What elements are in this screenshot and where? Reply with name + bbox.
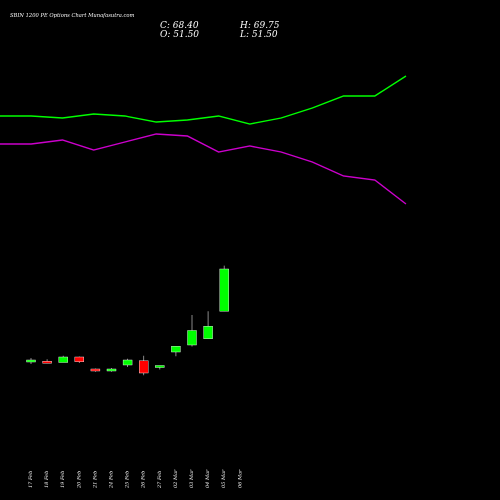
x-tick-label: 26 Feb [141,471,147,489]
close-readout: C: 68.40 [160,21,199,31]
candle-body [74,356,85,362]
chart-title: SBIN 1200 PE Options Chart Munafasutra.c… [10,13,135,19]
candle-body [122,359,133,366]
indicator-lines [0,75,407,205]
x-tick-label: 24 Feb [109,471,115,489]
x-tick-label: 25 Feb [125,471,131,489]
x-tick-label: 02 Mar [173,469,179,488]
low-readout: L: 51.50 [239,30,278,40]
x-tick-label: 03 Mar [189,469,195,488]
x-tick-label: 04 Mar [205,469,211,488]
x-tick-label: 20 Feb [76,471,82,489]
candle-body [171,346,181,353]
high-readout: H: 69.75 [239,21,280,31]
x-tick-label: 27 Feb [157,471,163,489]
candle-body [203,326,213,339]
indicator-line-lower [0,133,407,205]
x-tick-label: 17 Feb [28,471,34,488]
candle-body [138,360,149,374]
x-tick-label: 05 Mar [221,469,227,488]
x-tick-label: 19 Feb [60,471,66,488]
candles [26,265,229,376]
candle-body [219,268,229,312]
x-tick-label: 18 Feb [44,471,50,488]
x-axis-ticks: 17 Feb 18 Feb 19 Feb 20 Feb 21 Feb 24 Feb 25 F… [28,469,243,489]
candle-body [58,356,68,363]
candle-body [155,365,165,368]
indicator-line-upper [0,75,407,125]
x-tick-label: 06 Mar [237,469,243,488]
x-tick-label: 21 Feb [92,471,98,489]
open-readout: O: 51.50 [160,30,199,40]
candle-body [106,368,117,372]
candle-body [187,330,197,346]
candle-body [90,368,101,372]
candle-body [26,359,36,363]
candle-body [42,361,52,364]
